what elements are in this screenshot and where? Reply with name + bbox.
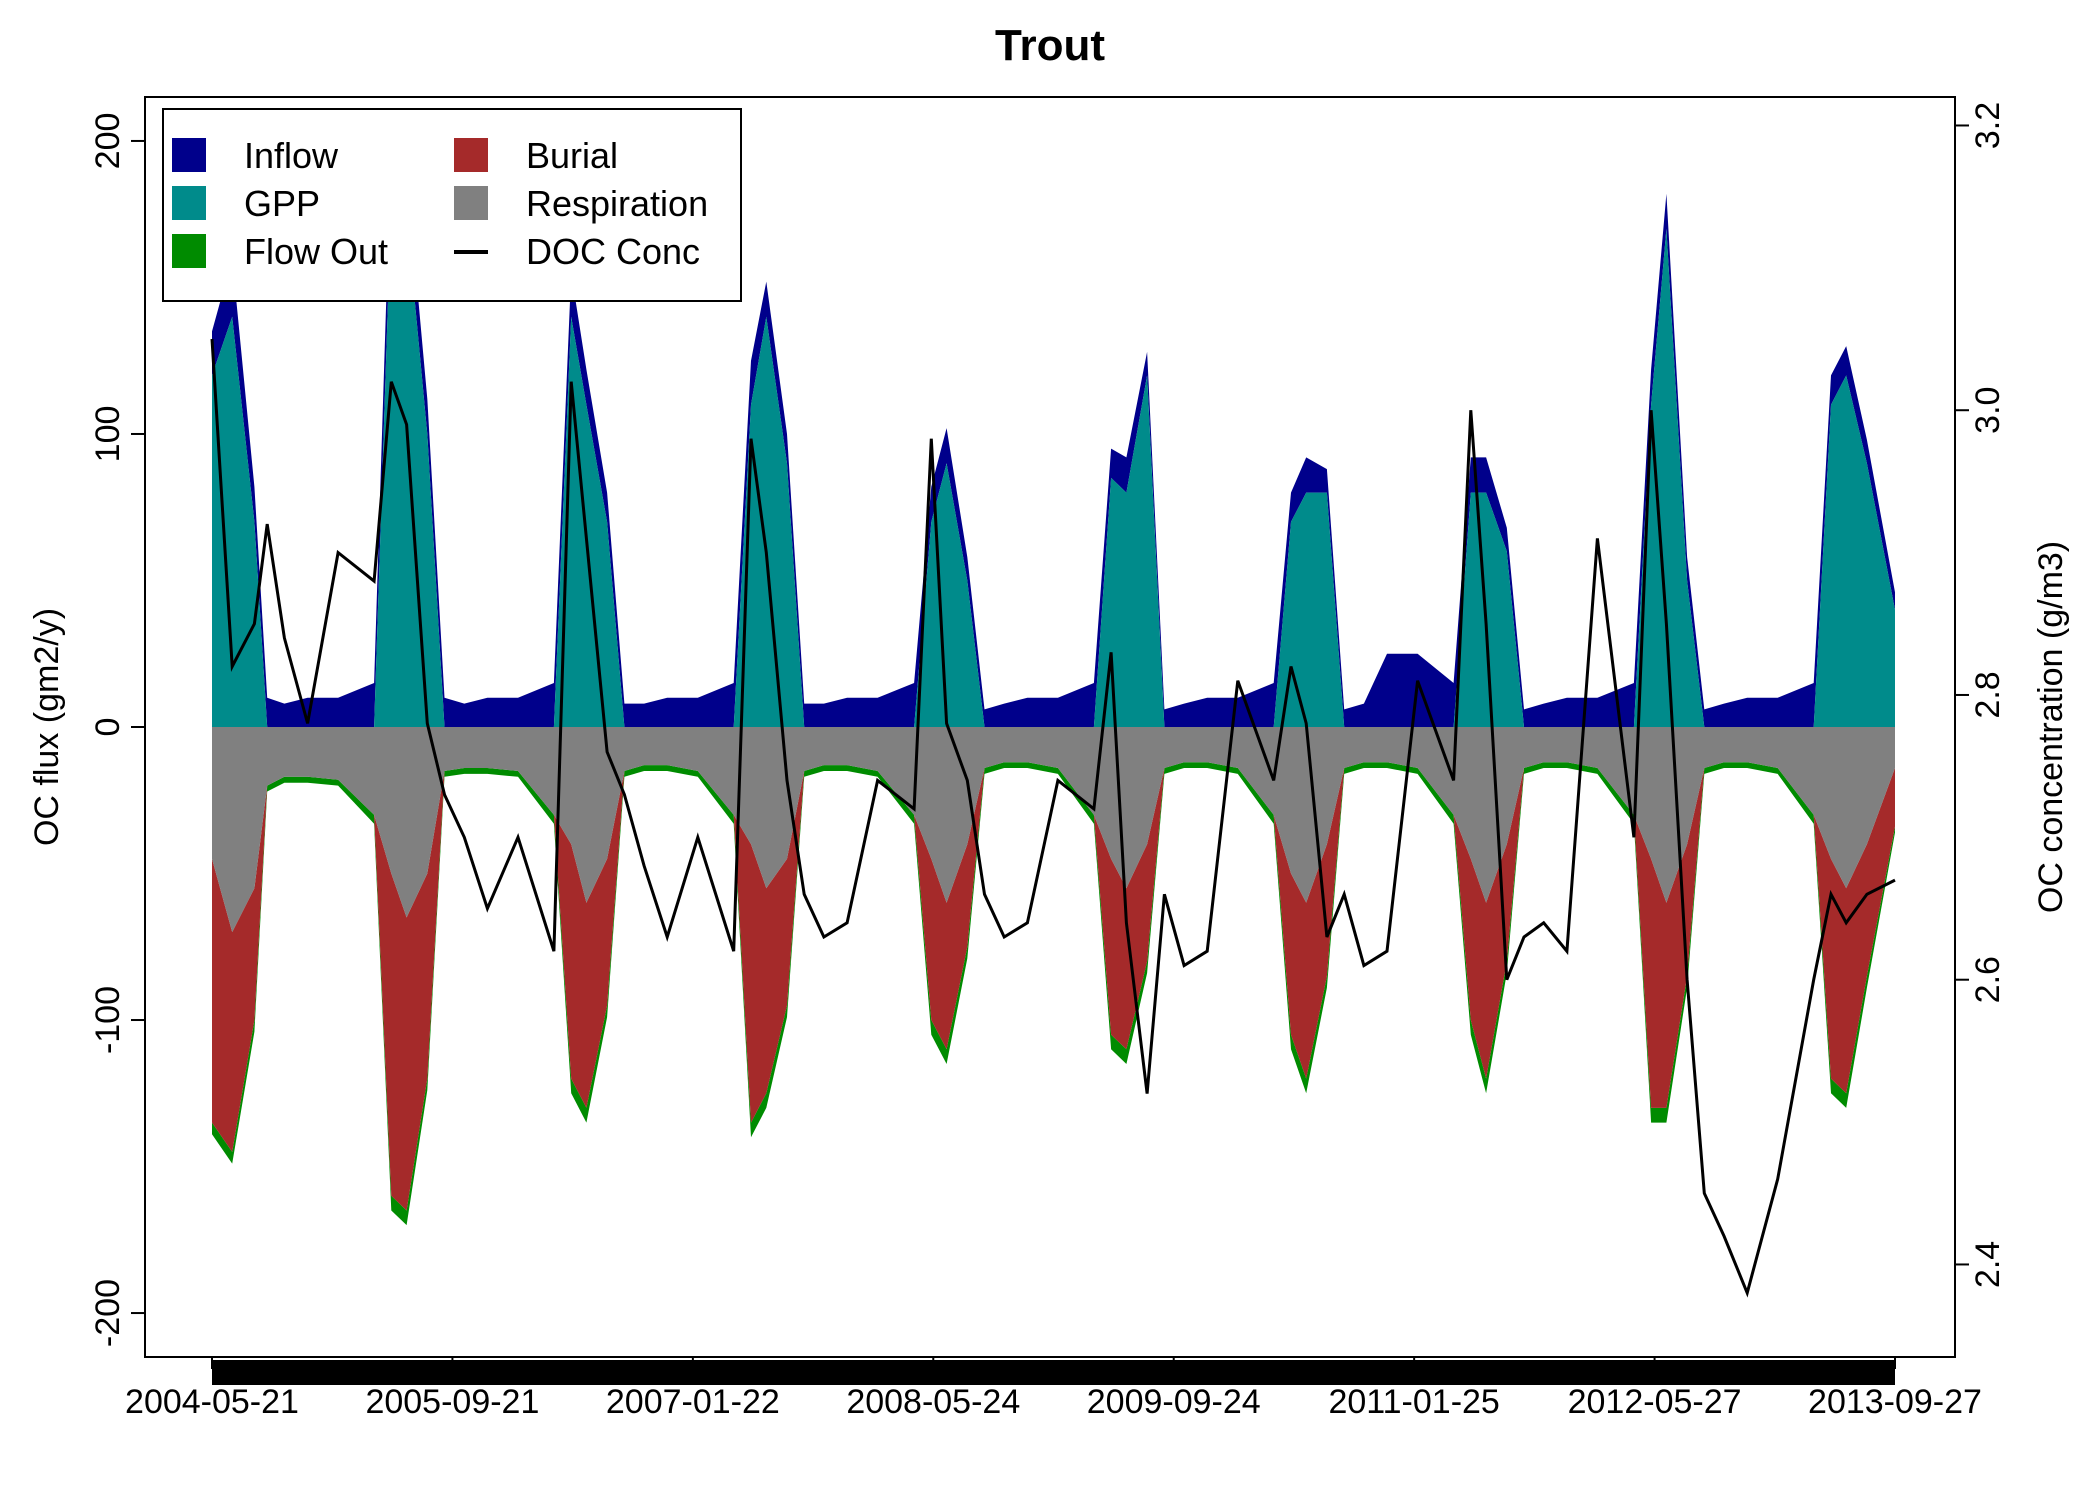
y-axis-title: OC flux (gm2/y)	[28, 608, 66, 846]
y2-tick-label: 2.4	[1969, 1241, 2007, 1288]
legend-swatch-box	[172, 234, 206, 268]
series-area-respiration	[212, 727, 1895, 933]
x-tick-label: 2013-09-27	[1808, 1383, 1982, 1421]
legend-label: Inflow	[244, 135, 339, 176]
legend-box	[162, 108, 742, 302]
legend-swatch-box	[454, 138, 488, 172]
y-tick-label: 200	[89, 113, 127, 170]
y2-tick-label: 3.0	[1969, 387, 2007, 434]
y2-tick-label: 3.2	[1969, 102, 2007, 149]
legend-label: DOC Conc	[526, 231, 700, 272]
series-line-doc-conc	[210, 338, 1896, 1298]
legend: Inflow Burial GPP Respiration Flow Out DOC Co…	[162, 108, 742, 302]
legend-label: GPP	[244, 183, 320, 224]
plot-area	[210, 141, 1896, 1298]
y2-tick-label: 2.6	[1969, 956, 2007, 1003]
legend-label: Flow Out	[244, 231, 388, 272]
y-axis-left: -200 -100 0 100 200	[89, 113, 146, 1347]
y-axis-right: 2.4 2.6 2.8 3.0 3.2	[1954, 102, 2007, 1288]
x-tick-label: 2012-05-27	[1568, 1383, 1742, 1421]
x-axis-rug-bar	[212, 1360, 1895, 1385]
x-axis: 2004-05-21 2005-09-21 2007-01-22 2008-05-24…	[125, 1357, 1982, 1421]
legend-label: Respiration	[526, 183, 708, 224]
x-tick-label: 2005-09-21	[365, 1383, 539, 1421]
y-tick-label: 0	[89, 718, 127, 737]
x-tick-label: 2009-09-24	[1087, 1383, 1261, 1421]
y2-axis-title: OC concentration (g/m3)	[2032, 541, 2070, 913]
legend-swatch-box	[172, 186, 206, 220]
series-area-gpp	[212, 199, 1895, 728]
y-tick-label: -200	[89, 1279, 127, 1347]
x-tick-label: 2004-05-21	[125, 1383, 299, 1421]
legend-swatch-box	[172, 138, 206, 172]
x-tick-label: 2007-01-22	[606, 1383, 780, 1421]
x-tick-label: 2011-01-25	[1328, 1383, 1499, 1421]
x-tick-label: 2008-05-24	[846, 1383, 1020, 1421]
y-tick-label: -100	[89, 986, 127, 1054]
y-tick-label: 100	[89, 406, 127, 463]
series-area-burial	[212, 762, 1895, 1211]
legend-label: Burial	[526, 135, 618, 176]
chart-title: Trout	[995, 21, 1105, 70]
legend-swatch-box	[454, 186, 488, 220]
y2-tick-label: 2.8	[1969, 671, 2007, 718]
